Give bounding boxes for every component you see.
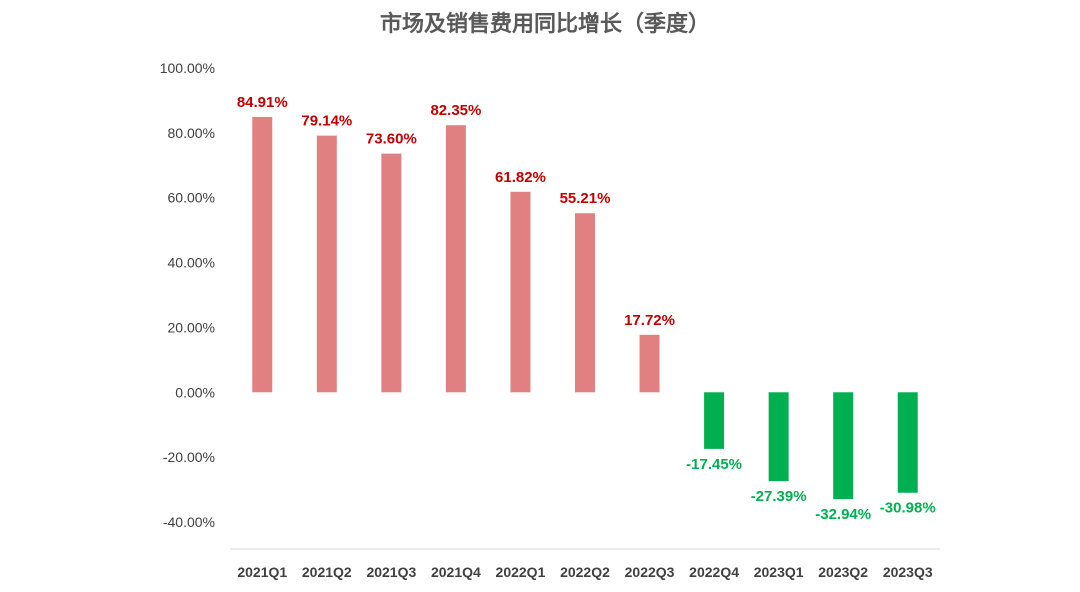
y-tick-label: 0.00% bbox=[175, 384, 215, 400]
data-label: 55.21% bbox=[560, 190, 611, 207]
data-label: 82.35% bbox=[430, 102, 481, 119]
y-tick-label: 60.00% bbox=[168, 190, 215, 206]
y-tick-label: 80.00% bbox=[168, 125, 215, 141]
bar bbox=[768, 392, 789, 482]
x-tick-label: 2022Q2 bbox=[560, 564, 610, 580]
x-tick-label: 2023Q2 bbox=[818, 564, 868, 580]
bars bbox=[252, 116, 918, 500]
x-tick-label: 2022Q1 bbox=[496, 564, 546, 580]
bar bbox=[381, 153, 402, 393]
bar bbox=[316, 135, 337, 393]
data-label: -17.45% bbox=[686, 456, 742, 473]
x-tick-label: 2021Q3 bbox=[366, 564, 416, 580]
bar bbox=[252, 116, 273, 393]
chart-title: 市场及销售费用同比增长（季度） bbox=[380, 11, 710, 37]
x-tick-label: 2023Q3 bbox=[883, 564, 933, 580]
bar bbox=[897, 392, 918, 493]
data-label: 84.91% bbox=[237, 94, 288, 111]
x-tick-label: 2021Q4 bbox=[431, 564, 481, 580]
x-tick-label: 2022Q4 bbox=[689, 564, 739, 580]
y-axis: 100.00% 80.00% 60.00% 40.00% 20.00% 0.00% -20.… bbox=[160, 60, 215, 530]
y-tick-label: 40.00% bbox=[168, 255, 215, 271]
bar bbox=[445, 125, 466, 393]
data-label: -30.98% bbox=[880, 500, 936, 517]
x-tick-label: 2023Q1 bbox=[754, 564, 804, 580]
data-label: 61.82% bbox=[495, 169, 546, 186]
y-tick-label: -20.00% bbox=[163, 449, 215, 465]
y-tick-label: 20.00% bbox=[168, 319, 215, 335]
bar bbox=[575, 213, 595, 393]
x-tick-label: 2022Q3 bbox=[625, 564, 675, 580]
y-tick-label: 100.00% bbox=[160, 60, 215, 76]
bar bbox=[639, 334, 660, 393]
y-tick-label: -40.00% bbox=[163, 514, 215, 530]
x-tick-label: 2021Q1 bbox=[237, 564, 287, 580]
data-labels: 84.91% 79.14% 73.60% 82.35% 61.82% 55.21% 17.7… bbox=[237, 94, 936, 523]
x-tick-label: 2021Q2 bbox=[302, 564, 352, 580]
x-axis: 2021Q1 2021Q2 2021Q3 2021Q4 2022Q1 2022Q2 2022… bbox=[230, 548, 940, 580]
data-label: -27.39% bbox=[751, 488, 807, 505]
bar bbox=[833, 392, 854, 500]
bar bbox=[510, 191, 531, 393]
data-label: 73.60% bbox=[366, 131, 417, 148]
data-label: -32.94% bbox=[815, 506, 871, 523]
data-label: 17.72% bbox=[624, 312, 675, 329]
data-label: 79.14% bbox=[301, 113, 352, 130]
bar bbox=[704, 392, 725, 449]
